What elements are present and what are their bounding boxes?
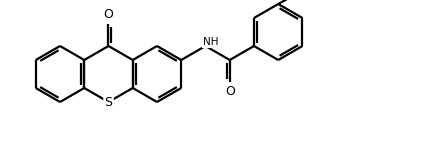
Text: S: S	[104, 95, 112, 109]
Text: O: O	[225, 85, 234, 97]
Text: NH: NH	[203, 37, 218, 47]
Text: O: O	[103, 9, 114, 21]
